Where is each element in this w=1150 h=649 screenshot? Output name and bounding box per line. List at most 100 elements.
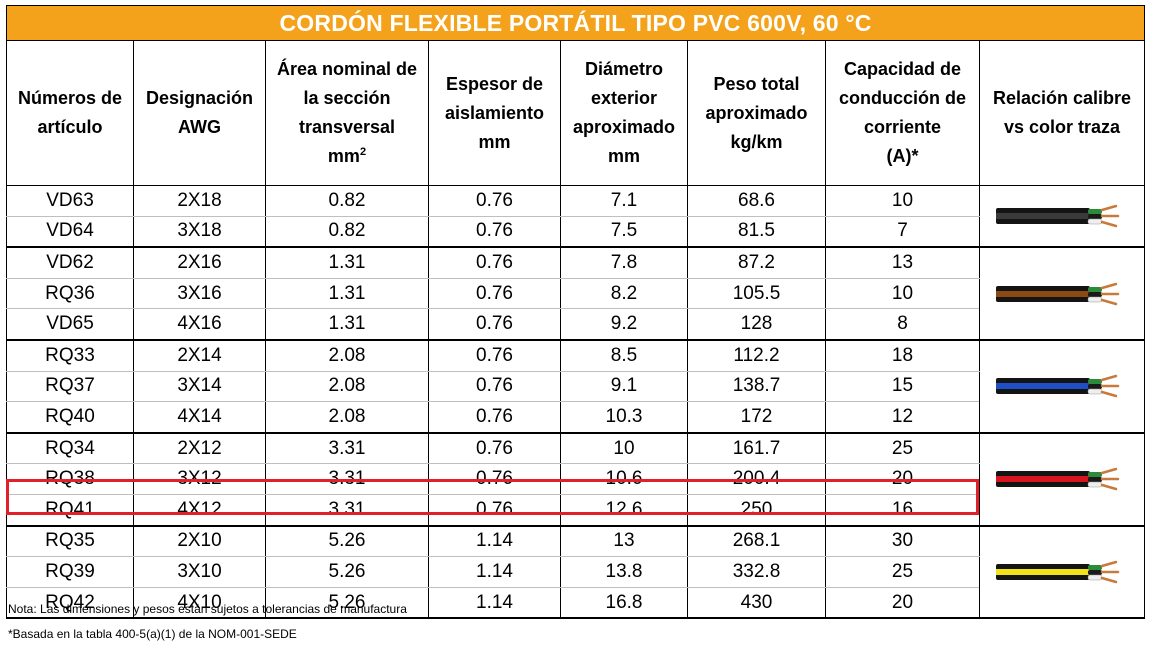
cell-area: 2.08 [265, 371, 429, 403]
cell-peso: 68.6 [687, 185, 826, 217]
cell-articulo: VD64 [6, 216, 134, 249]
header-awg: Designación AWG [133, 40, 266, 186]
cell-espesor: 1.14 [428, 525, 561, 558]
header-diametro: Diámetro exterior aproximado mm [560, 40, 688, 186]
header-relacion: Relación calibre vs color traza [978, 40, 1146, 186]
table-row: RQ39 3X10 5.26 1.14 13.8 332.8 25 [6, 556, 1145, 588]
cell-peso: 172 [687, 401, 826, 434]
cell-diametro: 7.8 [560, 247, 688, 279]
cell-articulo: RQ42 [6, 587, 134, 620]
cell-espesor: 0.76 [428, 401, 561, 434]
cell-articulo: RQ33 [6, 339, 134, 372]
cell-area: 5.26 [265, 556, 429, 588]
cell-awg: 3X16 [133, 278, 266, 310]
cell-area: 1.31 [265, 278, 429, 310]
cell-diametro: 7.1 [560, 185, 688, 217]
cell-capacidad: 7 [825, 216, 980, 249]
cell-peso: 105.5 [687, 278, 826, 310]
header-row: Números de artículo Designación AWG Área n… [6, 40, 1146, 186]
cell-awg: 2X10 [133, 525, 266, 558]
cell-espesor: 0.76 [428, 308, 561, 341]
cell-peso: 268.1 [687, 525, 826, 558]
cell-articulo: RQ40 [6, 401, 134, 434]
cell-capacidad: 30 [825, 525, 980, 558]
cell-espesor: 0.76 [428, 339, 561, 372]
cell-diametro: 8.2 [560, 278, 688, 310]
cell-awg: 4X10 [133, 587, 266, 620]
cable-yellow-trace-icon [994, 554, 1130, 590]
cell-diametro: 9.2 [560, 308, 688, 341]
cell-diametro: 9.1 [560, 371, 688, 403]
cell-articulo: VD62 [6, 247, 134, 279]
cable-spec-table-container: CORDÓN FLEXIBLE PORTÁTIL TIPO PVC 600V, … [5, 5, 1146, 620]
cell-articulo: RQ36 [6, 278, 134, 310]
cell-articulo: VD63 [6, 185, 134, 217]
table-row: VD64 3X18 0.82 0.76 7.5 81.5 7 [6, 216, 1145, 249]
cell-diametro: 13.8 [560, 556, 688, 588]
note-nom-reference: *Basada en la tabla 400-5(a)(1) de la NO… [8, 627, 297, 641]
cell-capacidad: 8 [825, 308, 980, 341]
table-row: VD62 2X16 1.31 0.76 7.8 87.2 13 [6, 247, 1146, 341]
cell-capacidad: 20 [825, 587, 980, 620]
table-row: RQ36 3X16 1.31 0.76 8.2 105.5 10 [6, 278, 1145, 310]
cell-diametro: 13 [560, 525, 688, 558]
cell-area: 3.31 [265, 432, 429, 465]
cell-peso: 81.5 [687, 216, 826, 249]
cable-brown-trace-icon [994, 276, 1130, 312]
trace-color-cell [978, 525, 1146, 620]
cell-peso: 87.2 [687, 247, 826, 279]
cell-articulo: VD65 [6, 308, 134, 341]
cell-peso: 430 [687, 587, 826, 620]
note-tolerances: Nota: Las dimensiones y pesos están suje… [8, 602, 407, 616]
table-row: RQ33 2X14 2.08 0.76 8.5 112.2 18 [6, 339, 1146, 434]
cell-awg: 4X16 [133, 308, 266, 341]
cell-awg: 3X10 [133, 556, 266, 588]
cell-capacidad: 18 [825, 339, 980, 372]
trace-color-cell [978, 185, 1146, 249]
table-title: CORDÓN FLEXIBLE PORTÁTIL TIPO PVC 600V, … [5, 5, 1146, 41]
cell-area: 2.08 [265, 401, 429, 434]
cell-diametro: 10 [560, 432, 688, 465]
cell-espesor: 1.14 [428, 556, 561, 588]
cell-capacidad: 12 [825, 401, 980, 434]
highlight-box [6, 479, 979, 515]
cell-awg: 3X18 [133, 216, 266, 249]
cable-red-trace-icon [994, 461, 1130, 497]
cell-diametro: 16.8 [560, 587, 688, 620]
cell-awg: 3X14 [133, 371, 266, 403]
cell-awg: 2X14 [133, 339, 266, 372]
cable-black-trace-icon [994, 198, 1130, 234]
cell-capacidad: 10 [825, 185, 980, 217]
cell-capacidad: 10 [825, 278, 980, 310]
cell-capacidad: 13 [825, 247, 980, 279]
cell-peso: 138.7 [687, 371, 826, 403]
trace-color-cell [978, 432, 1146, 527]
cell-articulo: RQ39 [6, 556, 134, 588]
cell-diametro: 10.3 [560, 401, 688, 434]
cell-awg: 4X14 [133, 401, 266, 434]
cell-peso: 332.8 [687, 556, 826, 588]
cell-area: 2.08 [265, 339, 429, 372]
trace-color-cell [978, 247, 1146, 341]
cell-area: 5.26 [265, 525, 429, 558]
table-row: RQ37 3X14 2.08 0.76 9.1 138.7 15 [6, 371, 1145, 403]
cell-peso: 250 [687, 494, 826, 527]
cell-peso: 112.2 [687, 339, 826, 372]
cell-awg: 2X12 [133, 432, 266, 465]
cell-espesor: 0.76 [428, 278, 561, 310]
cell-diametro: 7.5 [560, 216, 688, 249]
cell-area: 1.31 [265, 247, 429, 279]
table-row: RQ40 4X14 2.08 0.76 10.3 172 12 [6, 401, 1145, 434]
cell-area: 0.82 [265, 216, 429, 249]
cell-capacidad: 16 [825, 494, 980, 527]
header-articulo: Números de artículo [6, 40, 134, 186]
cell-espesor: 0.76 [428, 216, 561, 249]
cell-area: 5.26 [265, 587, 429, 620]
table-body: VD63 2X18 0.82 0.76 7.1 68.6 10 VD64 3X18 0.82 0.7… [6, 185, 1146, 620]
cell-espesor: 1.14 [428, 587, 561, 620]
cell-capacidad: 15 [825, 371, 980, 403]
cell-capacidad: 25 [825, 432, 980, 465]
cell-capacidad: 25 [825, 556, 980, 588]
cell-articulo: RQ35 [6, 525, 134, 558]
cell-awg: 2X16 [133, 247, 266, 279]
